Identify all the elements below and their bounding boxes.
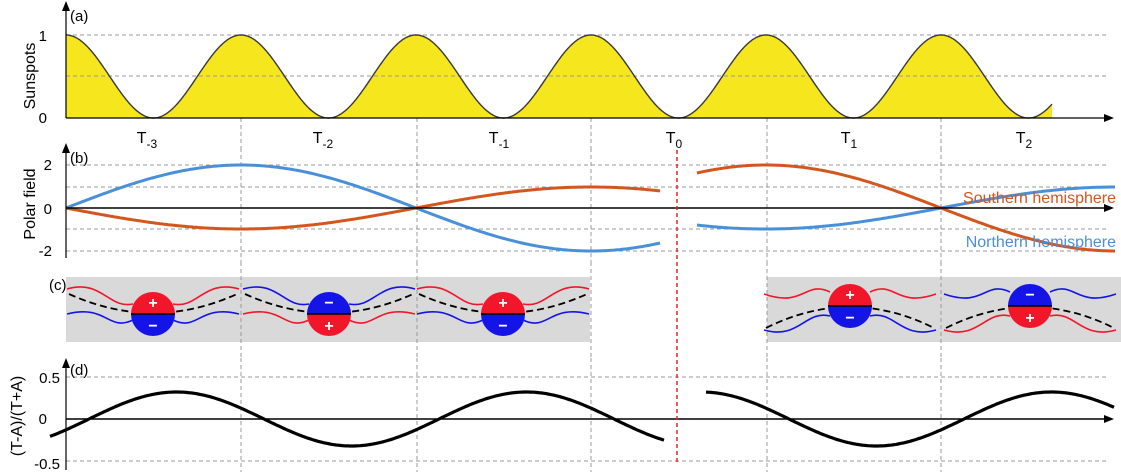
field-line <box>869 288 937 299</box>
time-label-T-1: T-1 <box>489 130 510 151</box>
panel-d-x-arrow <box>1104 415 1114 423</box>
magnetic-configuration: −+ <box>242 286 416 336</box>
pole-sign-bottom: − <box>148 318 157 335</box>
pole-top <box>828 284 872 306</box>
pole-sign-bottom: − <box>845 310 854 327</box>
pole-bottom <box>828 306 872 328</box>
field-line <box>1049 314 1117 333</box>
pole-sign-top: + <box>845 287 854 304</box>
time-label-T0: T0 <box>666 130 683 151</box>
panel-d-ytick-0p5: 0.5 <box>39 370 60 387</box>
pole-top <box>307 292 351 314</box>
field-line <box>348 311 416 324</box>
field-line <box>242 286 310 306</box>
field-line <box>416 286 484 306</box>
panel-a-x-arrow <box>1104 114 1114 122</box>
field-line <box>522 286 590 306</box>
southern-hemisphere-label: Southern hemisphere <box>963 190 1116 207</box>
field-line <box>763 314 831 333</box>
panel-d-tag: (d) <box>70 362 88 379</box>
panel-d: (d) 0.5 0 -0.5 (T-A)/(T+A) <box>9 358 1115 473</box>
panel-b-x-arrow <box>1104 204 1114 212</box>
panel-d-grid <box>66 358 1108 472</box>
field-line <box>416 311 484 324</box>
panel-b-ytick-0: 0 <box>44 201 52 218</box>
field-line <box>242 311 310 324</box>
panel-a-tag: (a) <box>70 8 88 25</box>
time-labels: T-3 T-2 T-1 T0 T1 T2 <box>137 130 1033 151</box>
panel-a-y-arrow <box>62 1 70 11</box>
panel-c-grid <box>240 262 942 358</box>
magnetic-configuration: +− <box>66 286 240 336</box>
panel-d-ytick-neg0p5: -0.5 <box>34 456 60 473</box>
field-line <box>172 286 240 306</box>
time-label-T-2: T-2 <box>313 130 334 151</box>
pole-sign-bottom: + <box>324 318 333 335</box>
panel-d-y-arrow <box>62 358 70 368</box>
southern-polar-field-curve <box>65 163 1115 253</box>
field-line <box>1049 288 1117 299</box>
pole-bottom <box>1008 306 1052 328</box>
northern-hemisphere-label: Northern hemisphere <box>966 234 1116 251</box>
panel-a-ylabel: Sunspots <box>22 43 39 110</box>
pole-sign-bottom: − <box>498 318 507 335</box>
pole-sign-bottom: + <box>1025 310 1034 327</box>
pole-sign-top: + <box>148 295 157 312</box>
panel-b-ytick-neg2: -2 <box>39 243 52 260</box>
field-line <box>348 286 416 306</box>
time-label-T2: T2 <box>1016 130 1033 151</box>
panel-a: (a) 1 0 Sunspots T-3 T-2 T-1 T0 T1 T2 <box>22 1 1114 151</box>
northern-polar-field-curve <box>65 163 1115 253</box>
panel-a-ytick-0: 0 <box>39 110 47 127</box>
time-label-T-3: T-3 <box>137 130 158 151</box>
panel-b-y-arrow <box>62 143 70 153</box>
panel-b-tag: (b) <box>70 150 88 167</box>
field-line <box>763 288 831 299</box>
magnetic-configuration: −+ <box>943 284 1117 333</box>
field-line <box>869 314 937 333</box>
pole-top <box>481 292 525 314</box>
magnetic-configurations: +−−++−+−−+ <box>66 284 1117 336</box>
panel-b: (b) 2 0 -2 Polar field Southern hemisphe… <box>22 143 1116 262</box>
panel-c-band-right <box>767 277 1121 342</box>
sunspot-curve <box>66 34 1053 119</box>
time-label-T1: T1 <box>841 130 858 151</box>
panel-c-tag: (c) <box>49 277 67 294</box>
field-line <box>66 311 134 324</box>
panel-c: +−−++−+−−+ (c) <box>49 262 1121 358</box>
field-line <box>943 314 1011 333</box>
pole-sign-top: + <box>498 295 507 312</box>
pole-sign-top: − <box>1025 287 1034 304</box>
pole-bottom <box>481 314 525 336</box>
pole-top <box>131 292 175 314</box>
panel-a-ytick-1: 1 <box>39 28 47 45</box>
field-line <box>66 286 134 306</box>
panel-d-ytick-0: 0 <box>39 411 47 428</box>
pole-top <box>1008 284 1052 306</box>
pole-bottom <box>307 314 351 336</box>
field-line <box>522 311 590 324</box>
panel-b-ylabel: Polar field <box>22 168 39 239</box>
magnetic-configuration: +− <box>763 284 937 333</box>
panel-b-ytick-2: 2 <box>44 157 52 174</box>
pole-sign-top: − <box>324 295 333 312</box>
field-line <box>172 311 240 324</box>
asymmetry-curve <box>49 390 1115 448</box>
panel-d-ylabel: (T-A)/(T+A) <box>9 376 26 456</box>
field-line <box>943 288 1011 299</box>
pole-bottom <box>131 314 175 336</box>
magnetic-configuration: +− <box>416 286 590 336</box>
